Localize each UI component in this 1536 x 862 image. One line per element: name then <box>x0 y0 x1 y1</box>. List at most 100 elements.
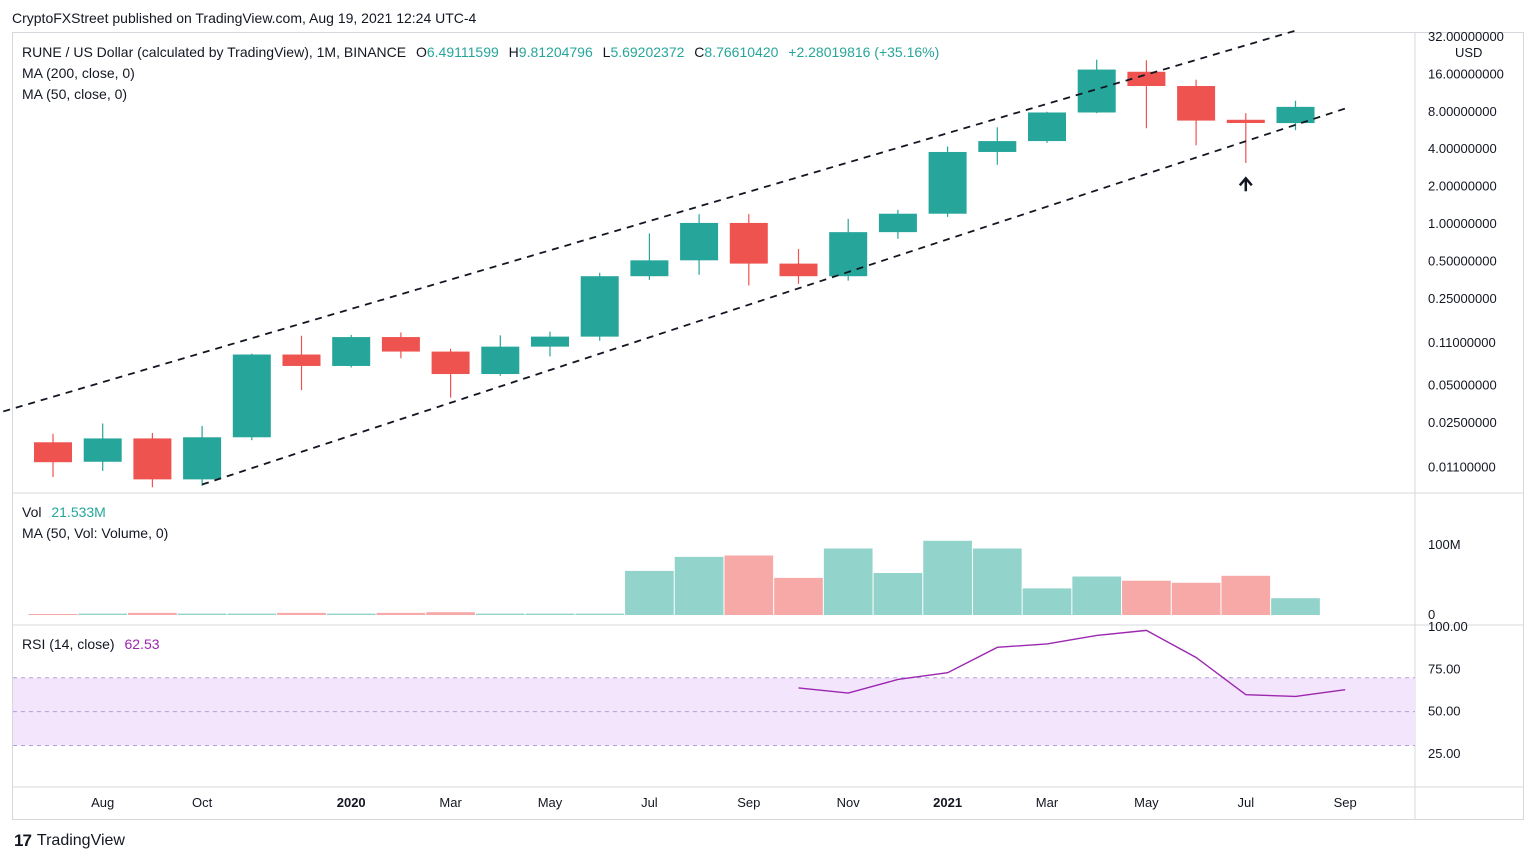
rsi-line <box>798 629 1346 698</box>
rsi-legend[interactable]: RSI (14, close) 62.53 <box>22 636 160 652</box>
volume-bars <box>28 540 1320 615</box>
volume-bar <box>923 540 972 615</box>
currency-badge[interactable]: USD <box>1447 41 1489 63</box>
channel-upper-line[interactable] <box>3 29 1296 413</box>
candle[interactable] <box>332 334 371 368</box>
candle[interactable] <box>580 272 619 341</box>
candle-body <box>232 354 271 438</box>
rsi-series-line[interactable] <box>798 629 1346 698</box>
volume-bar <box>1271 598 1320 615</box>
rsi-tick-label: 50.00 <box>1428 704 1461 719</box>
candle-body <box>282 354 321 366</box>
candle[interactable] <box>34 433 72 477</box>
time-tick-label: Mar <box>439 795 462 810</box>
candle-body <box>1127 71 1166 87</box>
candle-body <box>1028 112 1066 142</box>
candle[interactable] <box>1177 79 1216 146</box>
candle-body <box>431 351 470 375</box>
candle[interactable] <box>232 353 271 441</box>
time-tick-label: Nov <box>837 795 861 810</box>
ohlc-high: H9.81204796 <box>508 44 593 60</box>
ma200-legend[interactable]: MA (200, close, 0) <box>22 65 135 81</box>
annotation <box>1238 176 1253 192</box>
volume-bar <box>128 612 177 615</box>
candle[interactable] <box>829 218 868 281</box>
time-tick-label: 2021 <box>933 795 962 810</box>
channel-lower-line[interactable] <box>201 107 1346 486</box>
candle[interactable] <box>83 423 122 471</box>
candle-body <box>779 263 818 277</box>
candle-body <box>630 260 669 277</box>
trend-channel[interactable] <box>3 29 1346 486</box>
candle-body <box>332 337 371 366</box>
volume-label: Vol <box>22 504 42 520</box>
candle[interactable] <box>680 214 719 275</box>
candle-body <box>183 437 222 480</box>
volume-bar <box>28 614 78 615</box>
time-tick-label: Jul <box>641 795 658 810</box>
candle[interactable] <box>133 432 172 488</box>
candle-body <box>928 151 967 214</box>
candle[interactable] <box>531 331 569 357</box>
tradingview-logo[interactable]: 17 TradingView <box>14 831 125 851</box>
rsi-tick-label: 25.00 <box>1428 746 1461 761</box>
candle[interactable] <box>729 214 768 286</box>
volume-bar <box>625 570 674 615</box>
candle[interactable] <box>481 335 520 376</box>
candle[interactable] <box>1077 59 1116 114</box>
volume-bar <box>227 613 277 615</box>
candle[interactable] <box>381 332 420 359</box>
price-tick-label: 16.00000000 <box>1428 66 1504 81</box>
pane-separators <box>13 33 1523 819</box>
volume-ma-legend[interactable]: MA (50, Vol: Volume, 0) <box>22 525 169 541</box>
rsi-band <box>13 677 1415 747</box>
candle[interactable] <box>282 335 321 391</box>
volume-bar <box>525 613 575 615</box>
time-tick-label: Oct <box>192 795 213 810</box>
arrow-up-icon[interactable] <box>1238 176 1253 192</box>
candle-body <box>829 232 868 277</box>
ohlc-low: L5.69202372 <box>602 44 685 60</box>
price-tick-label: 8.00000000 <box>1428 104 1497 119</box>
rsi-tick-label: 100.00 <box>1428 619 1468 634</box>
volume-bar <box>972 548 1022 615</box>
candle[interactable] <box>978 127 1017 165</box>
candle[interactable] <box>1226 113 1265 163</box>
candle[interactable] <box>1127 60 1166 129</box>
volume-tick-label: 100M <box>1428 537 1461 552</box>
volume-value: 21.533M <box>51 504 106 520</box>
candle[interactable] <box>431 348 470 398</box>
time-axis[interactable]: Aug Oct 2020 Mar May Jul Sep Nov 2021 Mar May Jul Se… <box>91 795 1357 810</box>
candle[interactable] <box>1028 111 1066 143</box>
price-axis[interactable]: 32.00000000 16.00000000 8.00000000 4.000000… <box>1428 29 1504 761</box>
candle-body <box>978 141 1017 152</box>
volume-bar <box>1171 582 1221 615</box>
candle[interactable] <box>630 233 669 280</box>
time-tick-label: Sep <box>737 795 760 810</box>
publisher-line: CryptoFXStreet published on TradingView.… <box>12 10 477 26</box>
rsi-label: RSI (14, close) <box>22 636 115 652</box>
price-tick-label: 0.01100000 <box>1428 459 1496 474</box>
ohlc-close: C8.76610420 <box>694 44 779 60</box>
candle[interactable] <box>779 248 818 284</box>
volume-bar <box>575 613 625 615</box>
candle[interactable] <box>928 146 967 217</box>
rsi-tick-label: 75.00 <box>1428 661 1461 676</box>
symbol-title[interactable]: RUNE / US Dollar (calculated by TradingV… <box>22 44 407 60</box>
candle-body <box>83 438 122 462</box>
candle-body <box>1276 106 1315 124</box>
ohlc-open: O6.49111599 <box>415 44 499 60</box>
volume-legend[interactable]: Vol 21.533M <box>22 504 106 520</box>
volume-bar <box>1022 588 1072 615</box>
candle[interactable] <box>878 209 917 239</box>
volume-tick-label: 0 <box>1428 607 1435 622</box>
currency-badge-bg <box>1447 41 1489 63</box>
price-tick-label: 0.02500000 <box>1428 415 1497 430</box>
ma50-legend[interactable]: MA (50, close, 0) <box>22 86 128 102</box>
volume-bar <box>724 555 774 615</box>
candle[interactable] <box>183 425 222 486</box>
chart-frame[interactable] <box>12 32 1524 820</box>
price-tick-label: 0.25000000 <box>1428 291 1497 306</box>
symbol-legend: RUNE / US Dollar (calculated by TradingV… <box>22 44 939 60</box>
